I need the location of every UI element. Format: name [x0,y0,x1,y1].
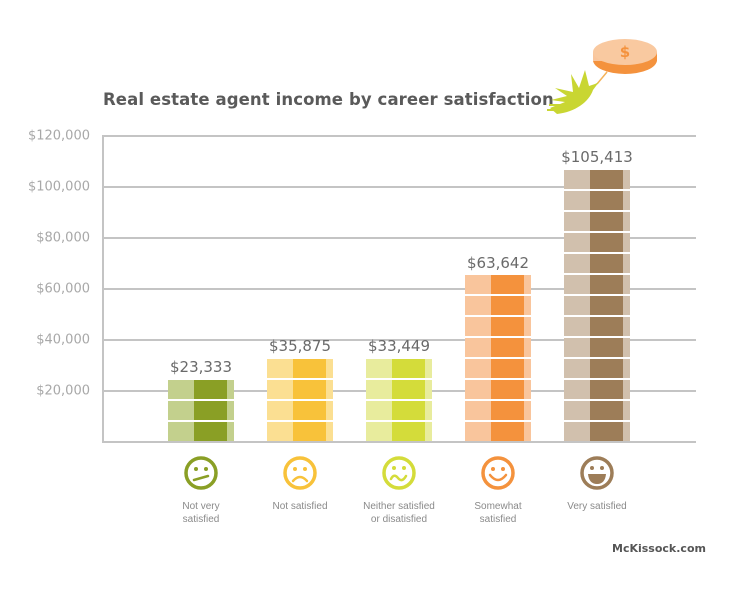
x-axis-baseline [102,441,696,443]
wavy-mouth-face-icon [382,456,416,490]
bar-not-very-satisfied [168,380,234,441]
bar-segment [267,422,333,441]
smiling-face-icon [481,456,515,490]
bar-segment [564,275,630,294]
bar-segment [465,359,531,378]
bar-segment [168,401,234,420]
bar-segment [564,422,630,441]
bar-segment [564,233,630,252]
bar-segment [366,380,432,399]
y-tick-label: $80,000 [36,230,90,246]
bar-segment [465,296,531,315]
bar-segment [465,338,531,357]
gridline [102,237,696,239]
bar-value-label: $23,333 [169,358,233,376]
bar-segment [564,359,630,378]
gridline [102,135,696,137]
gridline [102,186,696,188]
bar-segment [564,380,630,399]
bar-segment [465,275,531,294]
y-tick-label: $40,000 [36,332,90,348]
category-label: Not very satisfied [146,500,256,526]
category-label-line: Not very [182,501,220,512]
bar-segment [168,422,234,441]
bar-value-label: $33,449 [367,337,431,355]
bar-segment [564,254,630,273]
bar-segment [267,380,333,399]
category-label-line: satisfied [479,514,517,525]
bar-segment [564,191,630,210]
bar-segment [267,401,333,420]
svg-text:$: $ [620,43,630,61]
bar-segment [366,401,432,420]
frowning-face-icon [283,456,317,490]
category-label: Very satisfied [542,500,652,513]
bar-somewhat-satisfied [465,275,531,441]
y-tick-label: $60,000 [36,281,90,297]
bar-segment [564,317,630,336]
grinning-face-icon [580,456,614,490]
bar-segment [465,317,531,336]
chart-title: Real estate agent income by career satis… [103,90,554,109]
y-tick-label: $120,000 [27,128,90,144]
bar-segment [564,296,630,315]
bar-segment [465,380,531,399]
bar-very-satisfied [564,170,630,441]
category-label-line: satisfied [182,514,220,525]
bar-value-label: $63,642 [466,254,530,272]
gridline [102,339,696,341]
category-label-line: or disatisfied [370,514,428,525]
category-label-line: Neither satisfied [363,501,435,512]
bar-segment [267,359,333,378]
bar-not-satisfied [267,359,333,441]
category-label-line: Not satisfied [272,501,328,512]
bar-value-label: $105,413 [561,148,633,166]
bar-segment [564,338,630,357]
category-label-line: Somewhat [474,501,522,512]
bar-segment [465,422,531,441]
category-label: Not satisfied [245,500,355,513]
bar-value-label: $35,875 [268,337,332,355]
bar-segment [564,170,630,189]
category-label-line: Very satisfied [567,501,627,512]
category-label: Neither satisfied or disatisfied [344,500,454,526]
source-credit: McKissock.com [612,542,706,555]
bar-segment [168,380,234,399]
bar-segment [366,422,432,441]
bar-segment [465,401,531,420]
neutral-face-icon [184,456,218,490]
bar-segment [564,401,630,420]
bar-neither-satisfied [366,359,432,441]
gridline [102,288,696,290]
bar-segment [366,359,432,378]
category-label: Somewhat satisfied [443,500,553,526]
y-tick-label: $20,000 [36,383,90,399]
y-tick-label: $100,000 [27,179,90,195]
y-axis-line [102,135,104,443]
bird-holding-dollar-coin-icon: $ [547,39,657,114]
bar-segment [564,212,630,231]
